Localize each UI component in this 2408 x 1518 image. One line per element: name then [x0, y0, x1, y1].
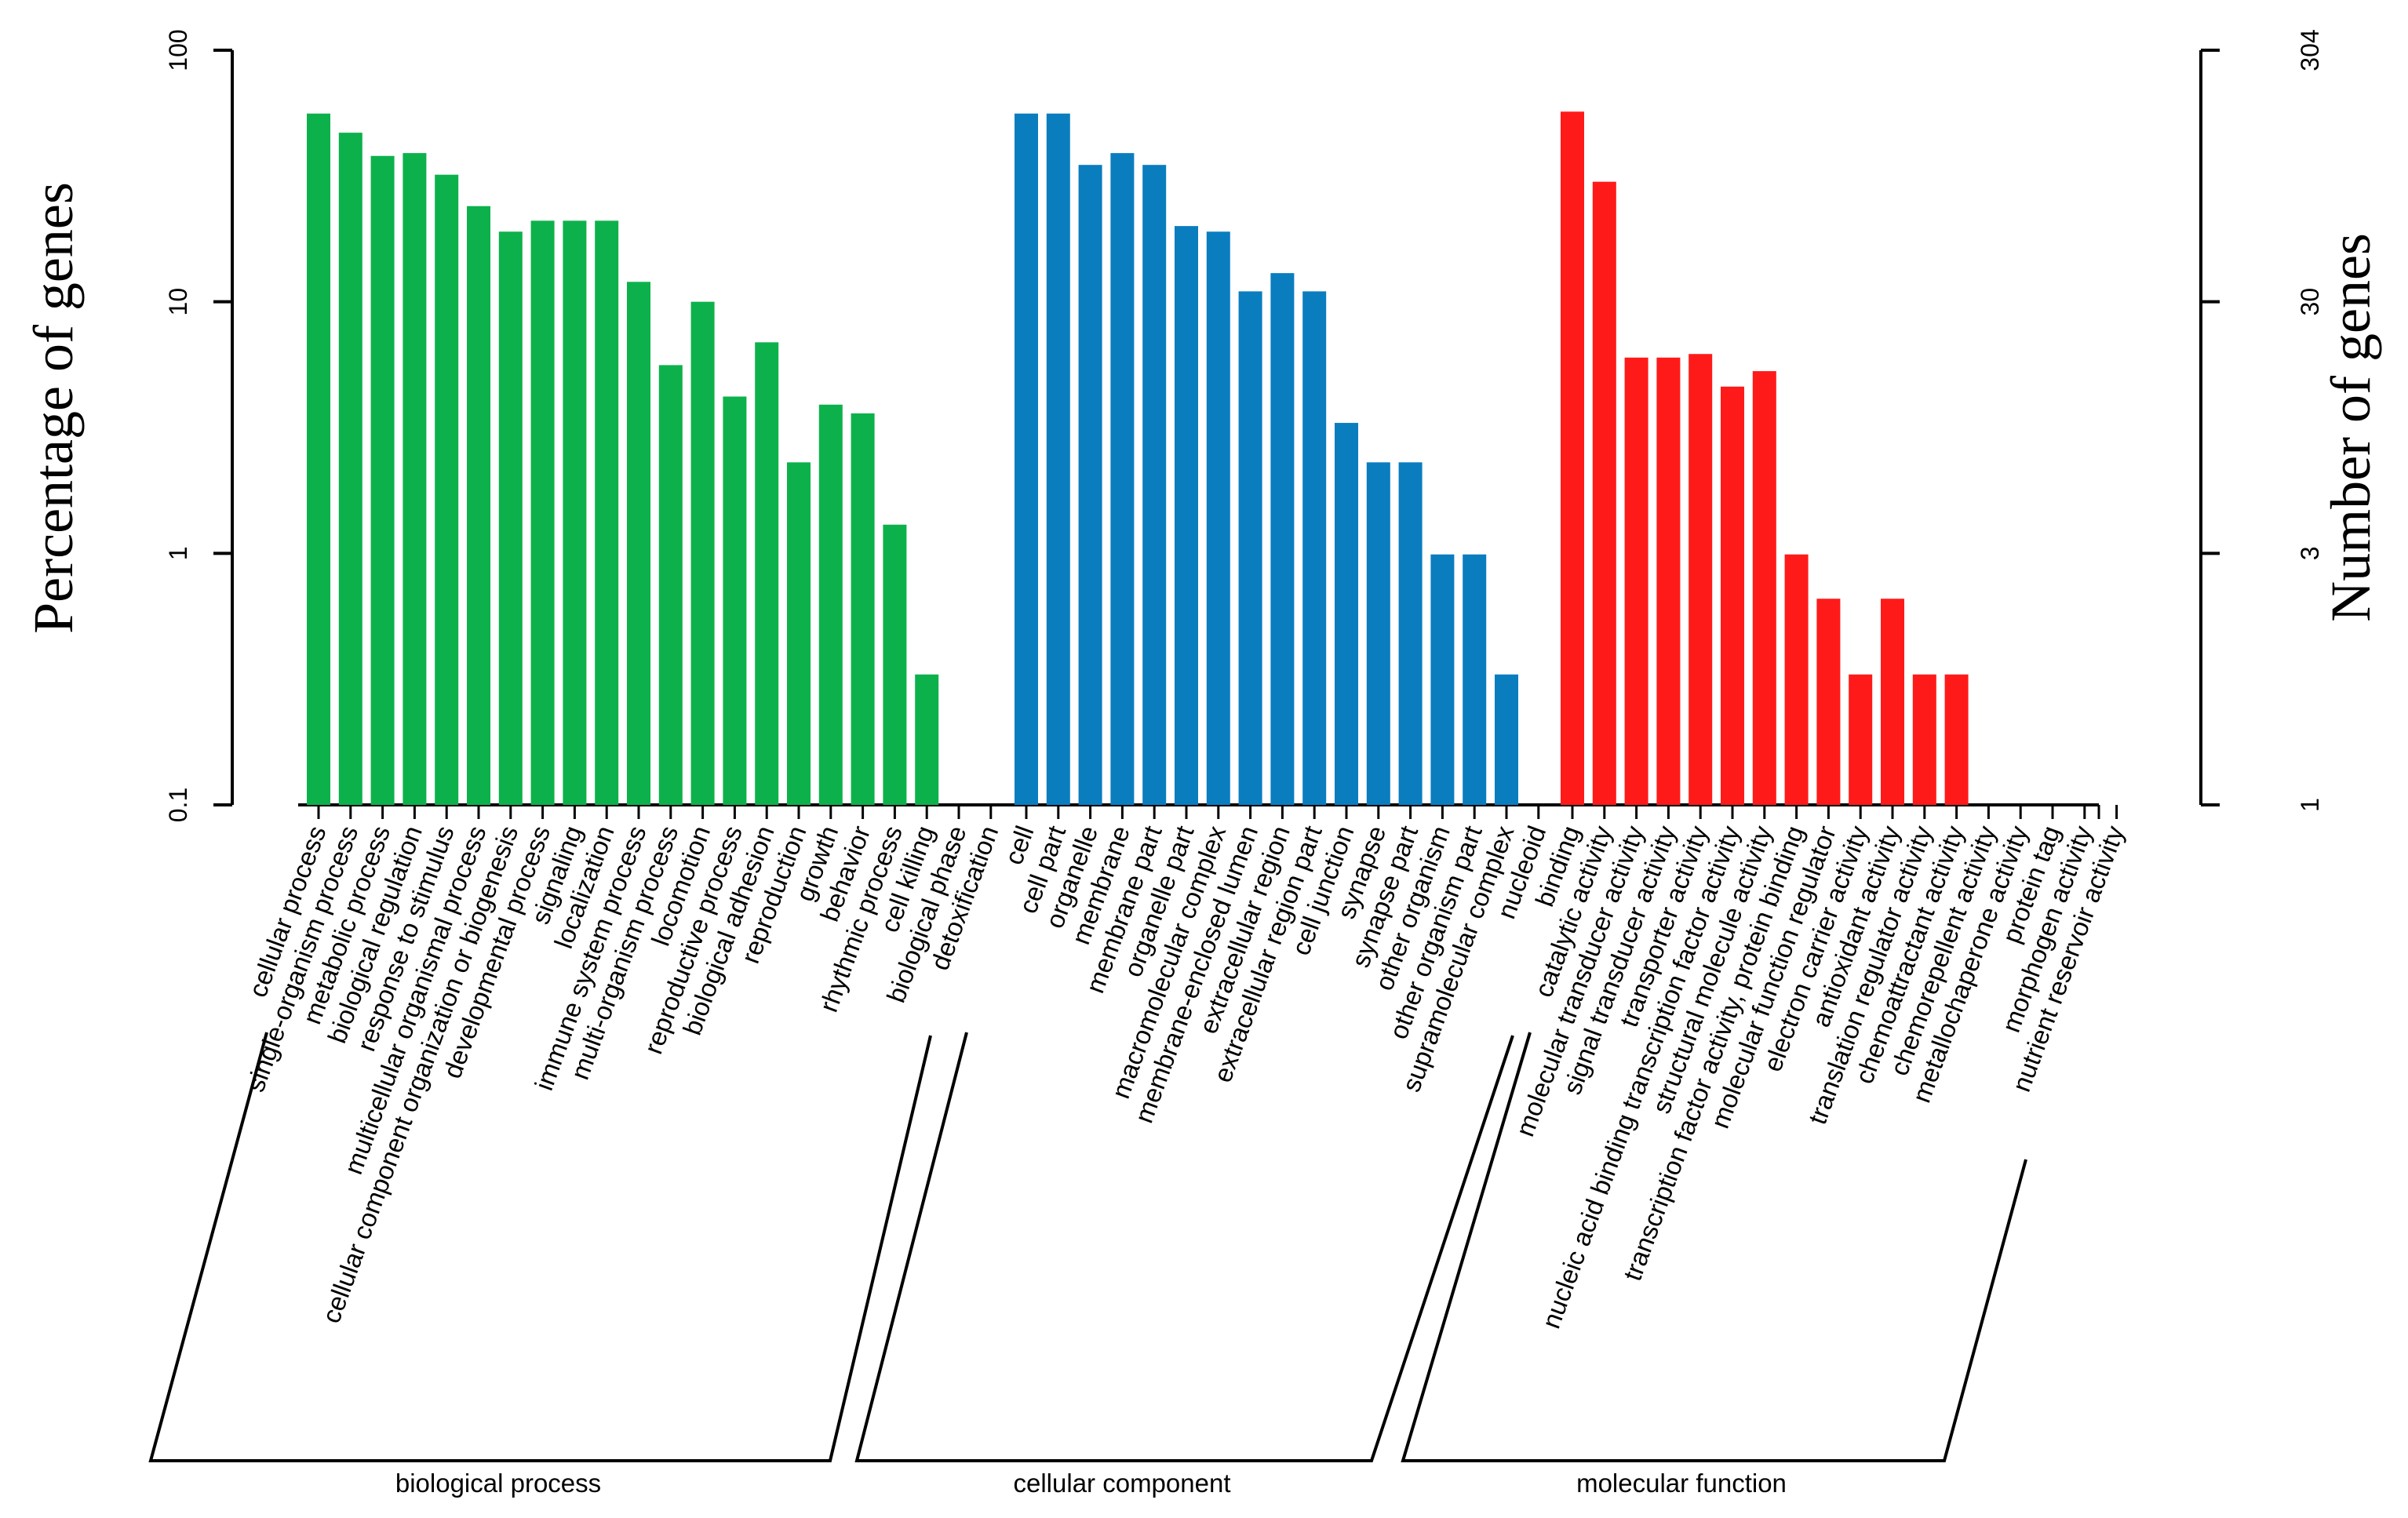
bar-cell-junction [1335, 423, 1358, 805]
bar-behavior [851, 413, 875, 805]
left-axis-tick-label: 100 [164, 29, 192, 71]
bar-other-organism-part [1463, 554, 1487, 805]
bar-localization [595, 220, 619, 805]
bar-signal-transducer-activity [1656, 357, 1681, 805]
bar-reproductive-process [723, 396, 747, 806]
bar-transporter-activity [1689, 354, 1713, 805]
bar-binding [1561, 111, 1584, 806]
bar-transcription-factor-activity-protein-binding [1784, 554, 1809, 805]
bar-antioxidant-activity [1881, 599, 1904, 805]
left-axis-title: Percentage of genes [22, 182, 85, 634]
bars [307, 111, 1969, 806]
bar-organelle [1078, 165, 1102, 806]
bar-cellular-component-organization-or-biogenesis [498, 231, 523, 806]
bar-organelle-part [1175, 226, 1198, 806]
bar-molecular-function-regulator [1816, 599, 1841, 805]
bar-synapse-part [1398, 462, 1423, 805]
group-label-biological-process: biological process [395, 1469, 601, 1498]
x-axis [298, 803, 2118, 819]
bar-immune-system-process [627, 282, 650, 805]
bar-cell-killing [915, 674, 939, 805]
right-axis-title: Number of genes [2319, 233, 2382, 622]
bracket-molecular-function [1401, 1032, 2027, 1462]
bar-cell [1015, 113, 1038, 806]
right-axis-tick-label: 3 [2296, 546, 2324, 560]
right-axis-tick-label: 1 [2296, 798, 2324, 812]
bar-molecular-transducer-activity [1624, 357, 1648, 805]
bar-reproduction [787, 462, 811, 805]
bar-electron-carrier-activity [1849, 674, 1873, 805]
bar-extracellular-region [1270, 273, 1295, 805]
bar-signaling [563, 220, 587, 805]
bracket-biological-process [148, 1032, 932, 1462]
left-axis: 100 10 1 0.1 [164, 29, 234, 822]
bar-membrane-enclosed-lumen [1238, 291, 1262, 805]
bar-rhythmic-process [883, 524, 907, 805]
group-label-molecular-function: molecular function [1576, 1469, 1787, 1498]
group-label-cellular-component: cellular component [1014, 1469, 1231, 1498]
bar-membrane-part [1142, 165, 1167, 806]
bar-synapse [1366, 462, 1390, 805]
bracket-cellular-component [854, 1032, 1514, 1462]
bar-locomotion [690, 301, 715, 806]
bar-single-organism-process [338, 133, 362, 806]
right-axis-tick-label: 30 [2296, 288, 2324, 316]
bar-metabolic-process [370, 155, 395, 805]
bar-cellular-process [307, 113, 330, 806]
bar-catalytic-activity [1592, 181, 1616, 805]
bar-multi-organism-process [658, 365, 683, 805]
bar-other-organism [1430, 554, 1455, 805]
bar-biological-regulation [403, 153, 427, 805]
right-axis-tick-label: 304 [2296, 29, 2324, 71]
bar-macromolecular-complex [1206, 231, 1230, 806]
bar-nucleic-acid-binding-transcription-factor-activity [1721, 386, 1744, 806]
bar-response-to-stimulus [435, 174, 459, 806]
left-axis-tick-label: 10 [164, 288, 192, 316]
bar-membrane [1110, 153, 1135, 805]
bar-structural-molecule-activity [1752, 371, 1776, 805]
left-axis-tick-label: 0.1 [164, 788, 192, 822]
right-axis: 304 30 3 1 [2199, 29, 2324, 812]
bar-growth [818, 404, 843, 805]
bar-extracellular-region-part [1302, 291, 1327, 805]
bar-chemoattractant-activity [1944, 674, 1969, 805]
bar-developmental-process [530, 220, 555, 805]
left-axis-tick-label: 1 [164, 546, 192, 560]
group-brackets [148, 1032, 2027, 1462]
bar-cell-part [1046, 113, 1070, 806]
bar-translation-regulator-activity [1912, 674, 1936, 805]
bar-biological-adhesion [755, 342, 779, 805]
bar-multicellular-organismal-process [467, 206, 490, 805]
group-labels: biological process cellular component mole… [395, 1469, 1787, 1498]
bar-supramolecular-complex [1495, 674, 1518, 805]
